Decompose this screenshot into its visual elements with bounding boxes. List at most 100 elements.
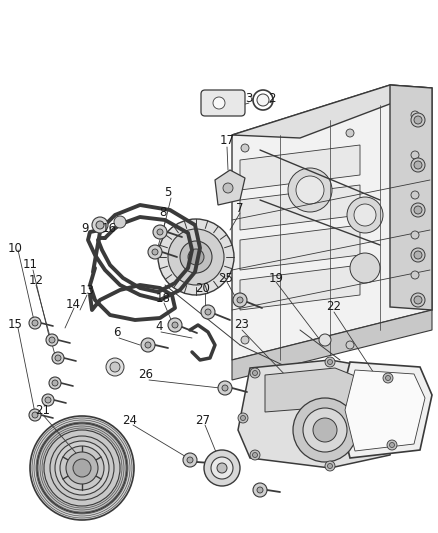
Circle shape bbox=[201, 305, 215, 319]
Circle shape bbox=[383, 373, 393, 383]
Circle shape bbox=[92, 217, 108, 233]
Circle shape bbox=[106, 358, 124, 376]
Circle shape bbox=[346, 341, 354, 349]
Text: 7: 7 bbox=[236, 201, 244, 214]
Circle shape bbox=[42, 394, 54, 406]
Polygon shape bbox=[215, 170, 245, 205]
Circle shape bbox=[37, 423, 127, 513]
Circle shape bbox=[411, 111, 419, 119]
Circle shape bbox=[50, 436, 114, 500]
Circle shape bbox=[411, 113, 425, 127]
Circle shape bbox=[32, 320, 38, 326]
Circle shape bbox=[252, 370, 258, 376]
Text: 4: 4 bbox=[155, 319, 163, 333]
Circle shape bbox=[346, 129, 354, 137]
Circle shape bbox=[110, 362, 120, 372]
Text: 3: 3 bbox=[245, 92, 253, 104]
Text: 2: 2 bbox=[268, 92, 276, 104]
Circle shape bbox=[187, 457, 193, 463]
Circle shape bbox=[257, 487, 263, 493]
Circle shape bbox=[49, 377, 61, 389]
Polygon shape bbox=[240, 265, 360, 310]
Circle shape bbox=[55, 355, 61, 361]
Circle shape bbox=[414, 296, 422, 304]
Circle shape bbox=[172, 322, 178, 328]
Circle shape bbox=[414, 161, 422, 169]
Circle shape bbox=[145, 342, 151, 348]
Circle shape bbox=[354, 204, 376, 226]
Circle shape bbox=[257, 94, 269, 106]
Circle shape bbox=[250, 368, 260, 378]
Text: 22: 22 bbox=[326, 301, 342, 313]
Circle shape bbox=[188, 249, 204, 265]
Polygon shape bbox=[232, 85, 432, 138]
Text: 21: 21 bbox=[35, 403, 50, 416]
FancyBboxPatch shape bbox=[201, 90, 245, 116]
Circle shape bbox=[387, 440, 397, 450]
Circle shape bbox=[217, 463, 227, 473]
Circle shape bbox=[52, 380, 58, 386]
Circle shape bbox=[325, 461, 335, 471]
Circle shape bbox=[411, 296, 419, 304]
Circle shape bbox=[253, 483, 267, 497]
Polygon shape bbox=[240, 225, 360, 270]
Circle shape bbox=[49, 337, 55, 343]
Circle shape bbox=[213, 97, 225, 109]
Circle shape bbox=[238, 413, 248, 423]
Circle shape bbox=[288, 168, 332, 212]
Text: 26: 26 bbox=[138, 368, 153, 382]
Text: 25: 25 bbox=[219, 271, 233, 285]
Text: 18: 18 bbox=[155, 292, 170, 304]
Circle shape bbox=[222, 385, 228, 391]
Polygon shape bbox=[390, 85, 432, 310]
Circle shape bbox=[45, 397, 51, 403]
Circle shape bbox=[29, 409, 41, 421]
Circle shape bbox=[414, 206, 422, 214]
Polygon shape bbox=[240, 145, 360, 190]
Circle shape bbox=[313, 418, 337, 442]
Circle shape bbox=[205, 309, 211, 315]
Circle shape bbox=[328, 359, 332, 365]
Circle shape bbox=[114, 216, 126, 228]
Circle shape bbox=[389, 442, 395, 448]
Circle shape bbox=[411, 271, 419, 279]
Circle shape bbox=[168, 229, 224, 285]
Circle shape bbox=[293, 398, 357, 462]
Text: 10: 10 bbox=[7, 241, 22, 254]
Circle shape bbox=[241, 336, 249, 344]
Circle shape bbox=[319, 334, 331, 346]
Circle shape bbox=[347, 197, 383, 233]
Circle shape bbox=[180, 241, 212, 273]
Circle shape bbox=[411, 191, 419, 199]
Circle shape bbox=[73, 459, 91, 477]
Circle shape bbox=[350, 253, 380, 283]
Circle shape bbox=[233, 293, 247, 307]
Circle shape bbox=[296, 176, 324, 204]
Text: 17: 17 bbox=[219, 133, 234, 147]
Circle shape bbox=[152, 249, 158, 255]
Circle shape bbox=[46, 334, 58, 346]
Circle shape bbox=[168, 318, 182, 332]
Text: 9: 9 bbox=[81, 222, 89, 235]
Circle shape bbox=[158, 219, 234, 295]
Text: 19: 19 bbox=[268, 271, 283, 285]
Text: 24: 24 bbox=[123, 414, 138, 426]
Circle shape bbox=[60, 446, 104, 490]
Circle shape bbox=[55, 441, 109, 495]
Circle shape bbox=[204, 450, 240, 486]
Text: 11: 11 bbox=[22, 259, 38, 271]
Text: 16: 16 bbox=[102, 222, 117, 235]
Polygon shape bbox=[232, 310, 432, 380]
Circle shape bbox=[411, 151, 419, 159]
Circle shape bbox=[30, 416, 134, 520]
Circle shape bbox=[153, 225, 167, 239]
Circle shape bbox=[141, 338, 155, 352]
Polygon shape bbox=[232, 85, 432, 360]
Circle shape bbox=[211, 457, 233, 479]
Circle shape bbox=[411, 158, 425, 172]
Text: 13: 13 bbox=[80, 284, 95, 296]
Circle shape bbox=[303, 408, 347, 452]
Circle shape bbox=[241, 144, 249, 152]
Circle shape bbox=[414, 251, 422, 259]
Text: 23: 23 bbox=[235, 319, 249, 332]
